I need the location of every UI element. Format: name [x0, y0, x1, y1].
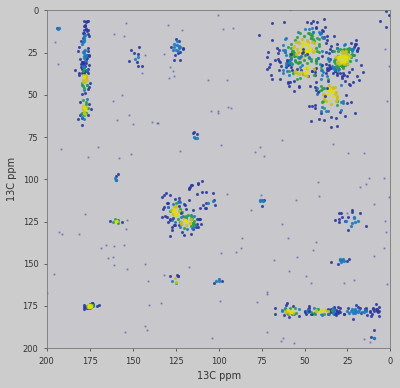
Y-axis label: 13C ppm: 13C ppm: [7, 157, 17, 201]
X-axis label: 13C ppm: 13C ppm: [196, 371, 241, 381]
